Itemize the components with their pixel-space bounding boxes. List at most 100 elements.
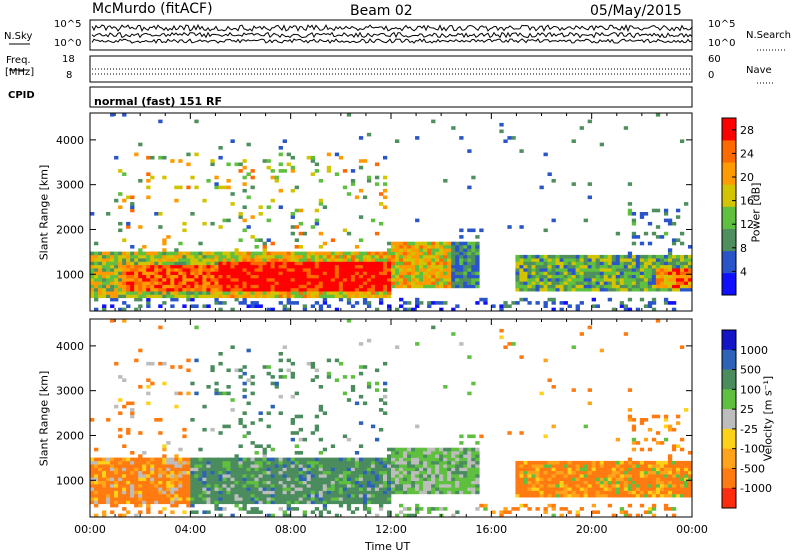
- power-cell: [310, 304, 316, 308]
- power-cell: [467, 241, 472, 246]
- power-cell: [190, 268, 195, 272]
- power-cell: [378, 258, 384, 262]
- power-cell: [543, 271, 548, 275]
- power-cell: [122, 172, 127, 176]
- power-cell: [102, 281, 107, 285]
- power-cell: [539, 185, 544, 190]
- power-cell: [651, 301, 657, 305]
- velocity-cell: [110, 477, 115, 481]
- power-cell: [190, 287, 195, 292]
- power-cell: [471, 251, 476, 256]
- power-cell: [298, 294, 303, 299]
- velocity-cell: [138, 454, 143, 458]
- power-cell: [439, 245, 444, 249]
- power-cell: [567, 261, 572, 266]
- velocity-cell: [90, 490, 95, 495]
- power-cell: [519, 284, 524, 289]
- power-cell: [447, 278, 452, 282]
- power-cell: [687, 258, 693, 262]
- power-cell: [310, 172, 316, 176]
- power-cell: [182, 264, 187, 269]
- power-cell: [643, 278, 649, 282]
- power-cell: [226, 294, 231, 299]
- power-cell: [146, 185, 151, 190]
- velocity-cell: [146, 484, 151, 488]
- power-cell: [294, 274, 299, 279]
- power-cell: [266, 287, 271, 292]
- power-cell: [575, 254, 580, 259]
- power-cell: [423, 281, 428, 285]
- power-cell: [270, 169, 275, 173]
- power-cell: [258, 261, 263, 266]
- power-cell: [639, 215, 645, 219]
- power-cell: [431, 245, 436, 249]
- power-cell: [226, 284, 231, 289]
- power-cell: [134, 281, 139, 285]
- cpid-value: normal (fast) 151 RF: [94, 95, 222, 108]
- power-cell: [419, 251, 424, 256]
- power-cell: [382, 271, 388, 275]
- power-cell: [294, 245, 299, 249]
- power-cell: [643, 287, 649, 292]
- power-cell: [671, 254, 677, 259]
- power-cell: [114, 254, 119, 259]
- power-cell: [254, 271, 259, 275]
- power-cell: [322, 251, 328, 256]
- cpid-strip-frame: [89, 86, 693, 108]
- velocity-cell: [106, 464, 111, 468]
- power-cell: [411, 264, 416, 269]
- power-cell: [270, 278, 275, 282]
- power-cell: [631, 281, 637, 285]
- power-cell: [310, 261, 316, 266]
- power-cell: [683, 202, 689, 206]
- power-cell: [667, 274, 673, 279]
- power-cell: [415, 274, 420, 279]
- power-cell: [443, 271, 448, 275]
- power-cell: [210, 287, 215, 292]
- power-cell: [258, 205, 263, 209]
- velocity-cell: [106, 470, 111, 475]
- power-cell: [419, 254, 424, 259]
- power-cell: [114, 271, 119, 275]
- velocity-cell: [126, 484, 131, 488]
- power-cell: [94, 287, 99, 292]
- power-cell: [186, 297, 191, 302]
- power-cell: [451, 254, 456, 259]
- power-cell: [667, 261, 673, 266]
- power-cell: [475, 258, 480, 262]
- power-cell: [411, 268, 416, 272]
- power-cell: [378, 301, 384, 305]
- power-cell: [411, 274, 416, 279]
- power-cell: [306, 294, 312, 299]
- power-cell: [599, 287, 604, 292]
- power-cell: [338, 291, 344, 295]
- velocity-cell: [142, 497, 147, 501]
- power-cell: [334, 291, 340, 295]
- power-cell: [294, 264, 299, 269]
- power-cell: [322, 281, 328, 285]
- power-cell: [122, 113, 127, 117]
- noise-left-tick-bottom: 10^0: [54, 38, 82, 49]
- velocity-cell: [146, 464, 151, 468]
- power-cell: [467, 278, 472, 282]
- power-cell: [623, 281, 629, 285]
- power-cell: [378, 274, 384, 279]
- power-cell: [354, 271, 360, 275]
- power-cell: [631, 218, 637, 223]
- power-cell: [659, 258, 665, 262]
- velocity-cell: [146, 500, 151, 505]
- power-cell: [290, 258, 295, 262]
- power-cell: [539, 287, 544, 292]
- power-cell: [358, 294, 364, 299]
- power-cell: [362, 195, 368, 200]
- power-cell: [326, 281, 332, 285]
- power-cell: [310, 278, 316, 282]
- power-cell: [631, 221, 637, 226]
- power-cell: [575, 274, 580, 279]
- power-cell: [443, 261, 448, 266]
- power-cell: [302, 268, 308, 272]
- power-cell: [306, 261, 312, 266]
- power-cell: [651, 274, 657, 279]
- power-cell: [519, 287, 524, 292]
- power-cell: [382, 278, 388, 282]
